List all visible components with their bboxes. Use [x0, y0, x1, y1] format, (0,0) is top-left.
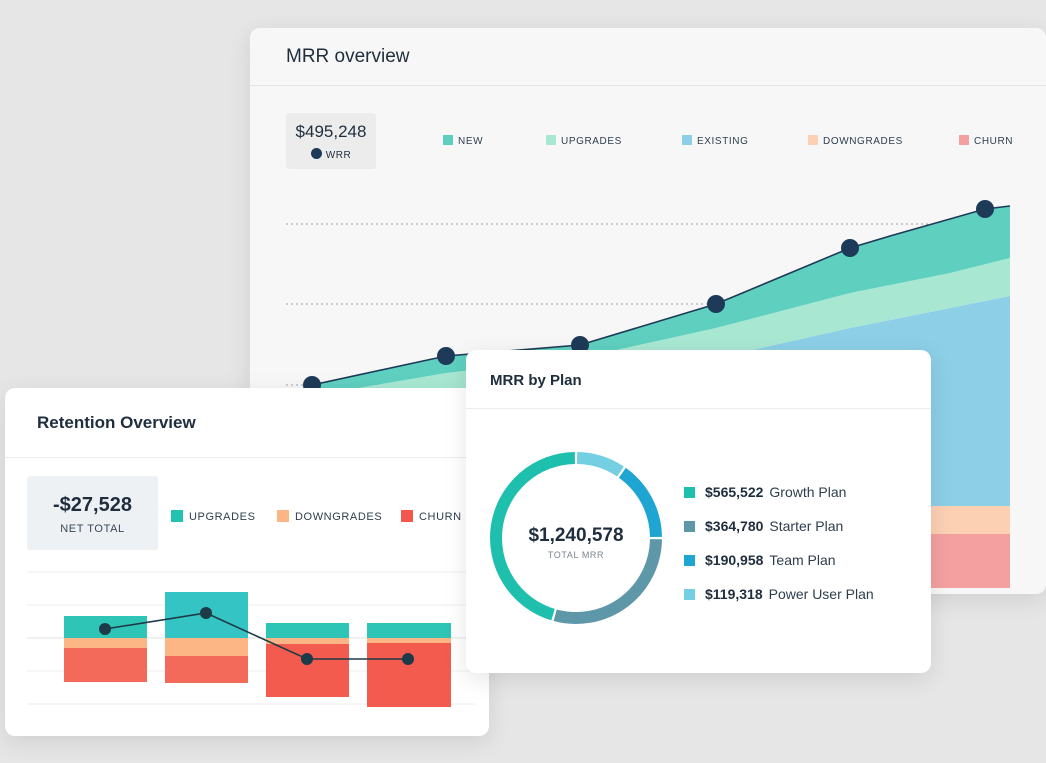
- legend-swatch: [684, 521, 695, 532]
- bar-upgrades: [266, 623, 349, 638]
- legend-existing: EXISTING: [682, 135, 748, 147]
- wrr-label-row: WRR: [286, 148, 376, 161]
- legend-swatch: [684, 487, 695, 498]
- legend-label: DOWNGRADES: [295, 511, 383, 523]
- mrr-donut-chart: [490, 452, 662, 624]
- legend-downgrades: DOWNGRADES: [808, 135, 903, 147]
- bar-downgrades: [367, 638, 451, 643]
- plan-name: Power User Plan: [768, 586, 874, 602]
- plan-name: Team Plan: [769, 552, 836, 568]
- bar-downgrades: [165, 638, 248, 656]
- legend-downgrades: DOWNGRADES: [277, 510, 382, 523]
- legend-swatch: [808, 135, 818, 145]
- retention-title: Retention Overview: [5, 388, 489, 458]
- legend-swatch: [277, 510, 289, 522]
- bar-churn: [367, 643, 451, 707]
- net-line: [104, 612, 408, 660]
- legend-swatch: [959, 135, 969, 145]
- donut-slice: [490, 452, 576, 621]
- legend-upgrades: UPGRADES: [171, 510, 256, 523]
- net-point: [402, 653, 414, 665]
- legend-swatch: [546, 135, 556, 145]
- donut-slice: [618, 467, 662, 538]
- legend-churn: CHURN: [401, 510, 462, 523]
- legend-swatch: [684, 589, 695, 600]
- plan-amount: $565,522: [705, 484, 764, 500]
- total-mrr-value: $1,240,578: [528, 525, 624, 546]
- legend-swatch: [684, 555, 695, 566]
- legend-label: DOWNGRADES: [823, 136, 903, 147]
- wrr-point: [841, 239, 859, 257]
- legend-label: UPGRADES: [189, 511, 256, 523]
- legend-label: UPGRADES: [561, 136, 622, 147]
- legend-swatch: [171, 510, 183, 522]
- legend-label: CHURN: [419, 511, 462, 523]
- plan-amount: $364,780: [705, 518, 764, 534]
- plan-amount: $190,958: [705, 552, 764, 568]
- plan-item-power-user: $119,318 Power User Plan: [684, 586, 874, 620]
- mrr-overview-title: MRR overview: [250, 28, 1046, 86]
- legend-label: EXISTING: [697, 136, 749, 147]
- plan-item-growth: $565,522 Growth Plan: [684, 484, 874, 518]
- wrr-dot-icon: [310, 148, 322, 159]
- legend-new: NEW: [443, 135, 483, 147]
- net-total-kpi: -$27,528 NET TOTAL: [27, 476, 158, 550]
- donut-slice: [576, 452, 624, 477]
- net-point: [99, 623, 111, 635]
- wrr-kpi: $495,248 WRR: [286, 113, 376, 169]
- bar-churn: [64, 648, 147, 682]
- donut-slice: [553, 538, 662, 624]
- plan-amount: $119,318: [705, 586, 763, 602]
- bar-downgrades: [64, 638, 147, 648]
- net-total-label: NET TOTAL: [60, 523, 125, 535]
- bar-downgrades: [266, 638, 349, 644]
- bar-churn: [266, 644, 349, 697]
- new-area: [312, 206, 1010, 396]
- plan-item-team: $190,958 Team Plan: [684, 552, 874, 586]
- total-mrr-label: TOTAL MRR: [547, 550, 605, 560]
- wrr-value: $495,248: [295, 122, 367, 141]
- net-point: [301, 653, 313, 665]
- net-total-value: -$27,528: [53, 494, 132, 516]
- bar-upgrades: [367, 623, 451, 638]
- mrr-by-plan-card: MRR by Plan $1,240,578 TOTAL MRR $565,52…: [466, 350, 931, 673]
- legend-swatch: [682, 135, 692, 145]
- legend-label: CHURN: [974, 136, 1014, 147]
- plan-name: Starter Plan: [769, 518, 844, 534]
- wrr-point: [976, 200, 994, 218]
- legend-label: NEW: [458, 136, 484, 147]
- legend-upgrades: UPGRADES: [546, 135, 622, 147]
- plan-name: Growth Plan: [769, 484, 847, 500]
- legend-swatch: [443, 135, 453, 145]
- mrr-by-plan-title: MRR by Plan: [466, 350, 931, 409]
- legend-swatch: [401, 510, 413, 522]
- wrr-label: WRR: [325, 150, 352, 161]
- wrr-point: [707, 295, 725, 313]
- retention-overview-card: Retention Overview -$27,528 NET TOTAL UP…: [5, 388, 489, 736]
- plan-item-starter: $364,780 Starter Plan: [684, 518, 874, 552]
- bar-churn: [165, 656, 248, 683]
- net-point: [200, 607, 212, 619]
- legend-churn: CHURN: [959, 135, 1013, 147]
- plan-legend: $565,522 Growth Plan $364,780 Starter Plan…: [684, 484, 874, 620]
- wrr-point: [437, 347, 455, 365]
- wrr-point: [571, 336, 589, 354]
- retention-bar-chart: [27, 571, 475, 707]
